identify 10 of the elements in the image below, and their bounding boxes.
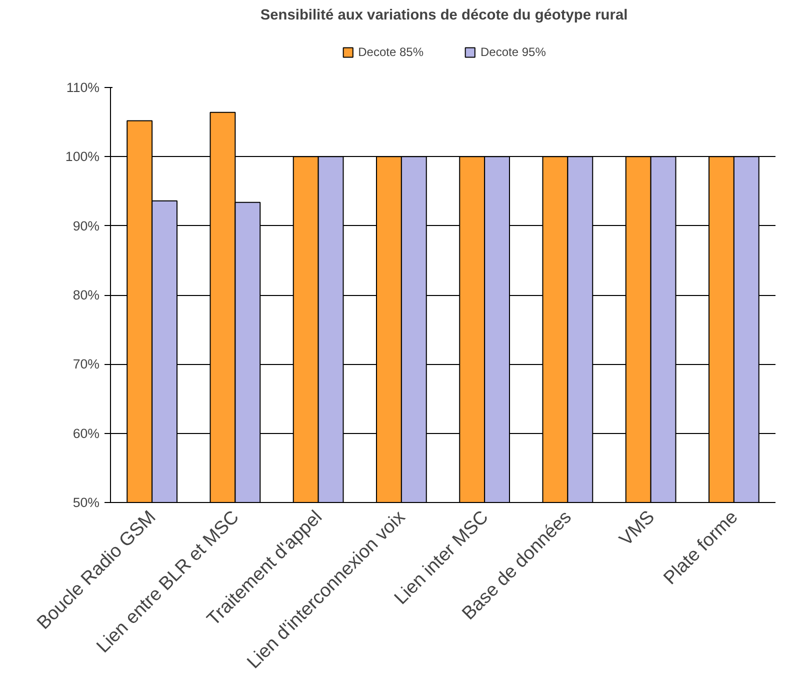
y-tick-label: 100% [65, 149, 100, 164]
legend-label: Decote 95% [480, 44, 546, 58]
y-tick-label: 50% [72, 495, 100, 510]
y-tick-label: 60% [72, 426, 100, 441]
y-tick-label: 80% [72, 288, 100, 302]
y-tick-label: 110% [66, 80, 100, 95]
y-tick-label: 90% [72, 218, 100, 234]
legend-label: Decote 85% [358, 44, 424, 58]
chart-title: Sensibilité aux variations de décote du géotype rural [260, 8, 628, 24]
y-tick-label: 70% [72, 356, 100, 372]
